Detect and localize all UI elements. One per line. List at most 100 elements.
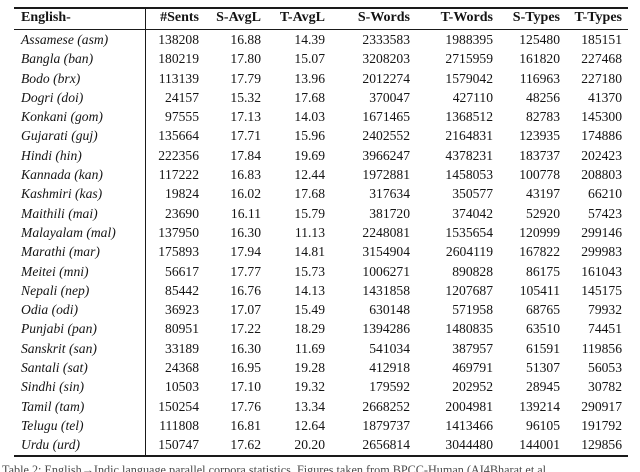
- value-cell: 11.13: [294, 224, 325, 240]
- value-cell: 17.07: [230, 302, 261, 318]
- language-name-cell: Tamil (tam): [14, 396, 146, 416]
- column-header: T-Words: [416, 8, 499, 30]
- value-cell: 180219: [158, 51, 199, 67]
- table-caption: Table 2: English→Indic language parallel…: [2, 463, 550, 472]
- value-cell: 2715959: [445, 51, 493, 67]
- value-cell: 56617: [165, 263, 199, 279]
- value-cell: 41370: [588, 89, 622, 105]
- value-cell: 52920: [526, 205, 560, 221]
- column-header: English-: [14, 8, 146, 30]
- table-row: Sindhi (sin) 10503 17.10 19.32 179592 202952 2…: [14, 377, 628, 397]
- value-cell: 15.73: [294, 263, 325, 279]
- value-cell: 125480: [519, 32, 560, 47]
- value-cell: 85442: [165, 282, 199, 298]
- column-header: S-Types: [499, 8, 566, 30]
- value-cell: 17.84: [230, 147, 261, 163]
- value-cell: 57423: [588, 205, 622, 221]
- value-cell: 469791: [452, 360, 493, 376]
- value-cell: 161820: [519, 51, 560, 67]
- language-name-cell: Kannada (kan): [14, 165, 146, 185]
- value-cell: 119856: [581, 340, 622, 356]
- language-name-cell: Sindhi (sin): [14, 377, 146, 397]
- value-cell: 97555: [165, 109, 199, 125]
- value-cell: 3044480: [445, 437, 493, 453]
- value-cell: 4378231: [445, 147, 493, 163]
- value-cell: 129856: [581, 437, 622, 453]
- language-name-cell: Dogri (doi): [14, 87, 146, 108]
- value-cell: 541034: [369, 340, 410, 356]
- value-cell: 2012274: [362, 70, 410, 86]
- value-cell: 14.13: [294, 282, 325, 298]
- table-row: Nepali (nep) 85442 16.76 14.13 1431858 120768…: [14, 280, 628, 301]
- table-row: Bodo (brx) 113139 17.79 13.96 2012274 1579042…: [14, 68, 628, 88]
- value-cell: 1535654: [445, 224, 493, 240]
- table-row: Sanskrit (san) 33189 16.30 11.69 541034 38795…: [14, 338, 628, 359]
- table-row: Telugu (tel) 111808 16.81 12.64 1879737 14134…: [14, 415, 628, 436]
- value-cell: 10503: [165, 379, 199, 395]
- table-row: Odia (odi) 36923 17.07 15.49 630148 571958 687…: [14, 300, 628, 320]
- value-cell: 1207687: [445, 282, 493, 298]
- column-header: T-AvgL: [267, 8, 331, 30]
- value-cell: 350577: [452, 186, 493, 202]
- table-row: Hindi (hin) 222356 17.84 19.69 3966247 437823…: [14, 145, 628, 166]
- value-cell: 381720: [369, 205, 410, 221]
- value-cell: 16.88: [230, 32, 261, 47]
- value-cell: 15.79: [294, 205, 325, 221]
- value-cell: 19.28: [294, 360, 325, 376]
- value-cell: 123935: [519, 128, 560, 144]
- value-cell: 24368: [165, 360, 199, 376]
- value-cell: 113139: [158, 70, 199, 86]
- column-header: S-AvgL: [205, 8, 267, 30]
- value-cell: 150747: [158, 437, 199, 453]
- value-cell: 20.20: [294, 437, 325, 453]
- value-cell: 16.02: [230, 186, 261, 202]
- language-name-cell: Konkani (gom): [14, 107, 146, 127]
- table-row: Bangla (ban) 180219 17.80 15.07 3208203 27159…: [14, 49, 628, 69]
- table-row: Santali (sat) 24368 16.95 19.28 412918 469791…: [14, 358, 628, 378]
- value-cell: 16.30: [230, 224, 261, 240]
- value-cell: 17.13: [230, 109, 261, 125]
- value-cell: 24157: [165, 89, 199, 105]
- value-cell: 135664: [158, 128, 199, 144]
- value-cell: 138208: [158, 32, 199, 47]
- table-row: Gujarati (guj) 135664 17.71 15.96 2402552 216…: [14, 126, 628, 146]
- value-cell: 2656814: [362, 437, 410, 453]
- value-cell: 66210: [588, 186, 622, 202]
- value-cell: 61591: [526, 340, 560, 356]
- column-header: #Sents: [145, 8, 205, 30]
- value-cell: 175893: [158, 244, 199, 260]
- value-cell: 13.34: [294, 398, 325, 414]
- value-cell: 137950: [158, 224, 199, 240]
- value-cell: 79932: [588, 302, 622, 318]
- value-cell: 299983: [581, 244, 622, 260]
- language-name-cell: Nepali (nep): [14, 280, 146, 301]
- value-cell: 374042: [452, 205, 493, 221]
- language-name-cell: Kashmiri (kas): [14, 184, 146, 204]
- value-cell: 111808: [159, 417, 199, 433]
- value-cell: 116963: [519, 70, 560, 86]
- value-cell: 1458053: [445, 167, 493, 183]
- value-cell: 227468: [581, 51, 622, 67]
- value-cell: 150254: [158, 398, 199, 414]
- value-cell: 17.68: [294, 89, 325, 105]
- value-cell: 183737: [519, 147, 560, 163]
- value-cell: 14.03: [294, 109, 325, 125]
- value-cell: 14.39: [294, 32, 325, 47]
- value-cell: 23690: [165, 205, 199, 221]
- value-cell: 227180: [581, 70, 622, 86]
- value-cell: 1579042: [445, 70, 493, 86]
- value-cell: 82783: [526, 109, 560, 125]
- value-cell: 56053: [588, 360, 622, 376]
- value-cell: 185151: [581, 32, 622, 47]
- value-cell: 13.96: [294, 70, 325, 86]
- value-cell: 427110: [452, 89, 493, 105]
- value-cell: 16.95: [230, 360, 261, 376]
- table-row: Urdu (urd) 150747 17.62 20.20 2656814 3044480…: [14, 435, 628, 456]
- value-cell: 222356: [158, 147, 199, 163]
- value-cell: 1988395: [445, 32, 493, 47]
- value-cell: 12.44: [294, 167, 325, 183]
- table-row: Meitei (mni) 56617 17.77 15.73 1006271 890828…: [14, 261, 628, 281]
- table-body: Assamese (asm) 138208 16.88 14.39 2333583 198…: [14, 29, 628, 456]
- value-cell: 1394286: [362, 321, 410, 337]
